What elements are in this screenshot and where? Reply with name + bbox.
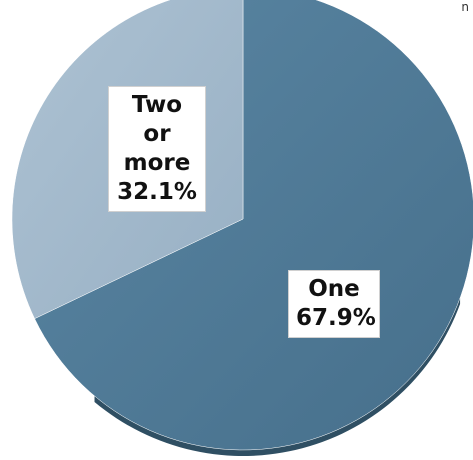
slice-label-two-or-more-name-line1: Two or: [131, 92, 183, 147]
slice-label-one-name: One: [308, 276, 360, 302]
slice-label-one-value: 67.9%: [296, 305, 376, 331]
slice-label-one: One 67.9%: [288, 270, 380, 338]
slice-label-two-or-more-name-line2: more: [123, 150, 191, 176]
slice-label-two-or-more-value: 32.1%: [117, 179, 197, 205]
slice-label-two-or-more: Two or more 32.1%: [108, 86, 206, 212]
corner-text: n: [461, 0, 469, 14]
pie-shadow: [94, 298, 461, 456]
